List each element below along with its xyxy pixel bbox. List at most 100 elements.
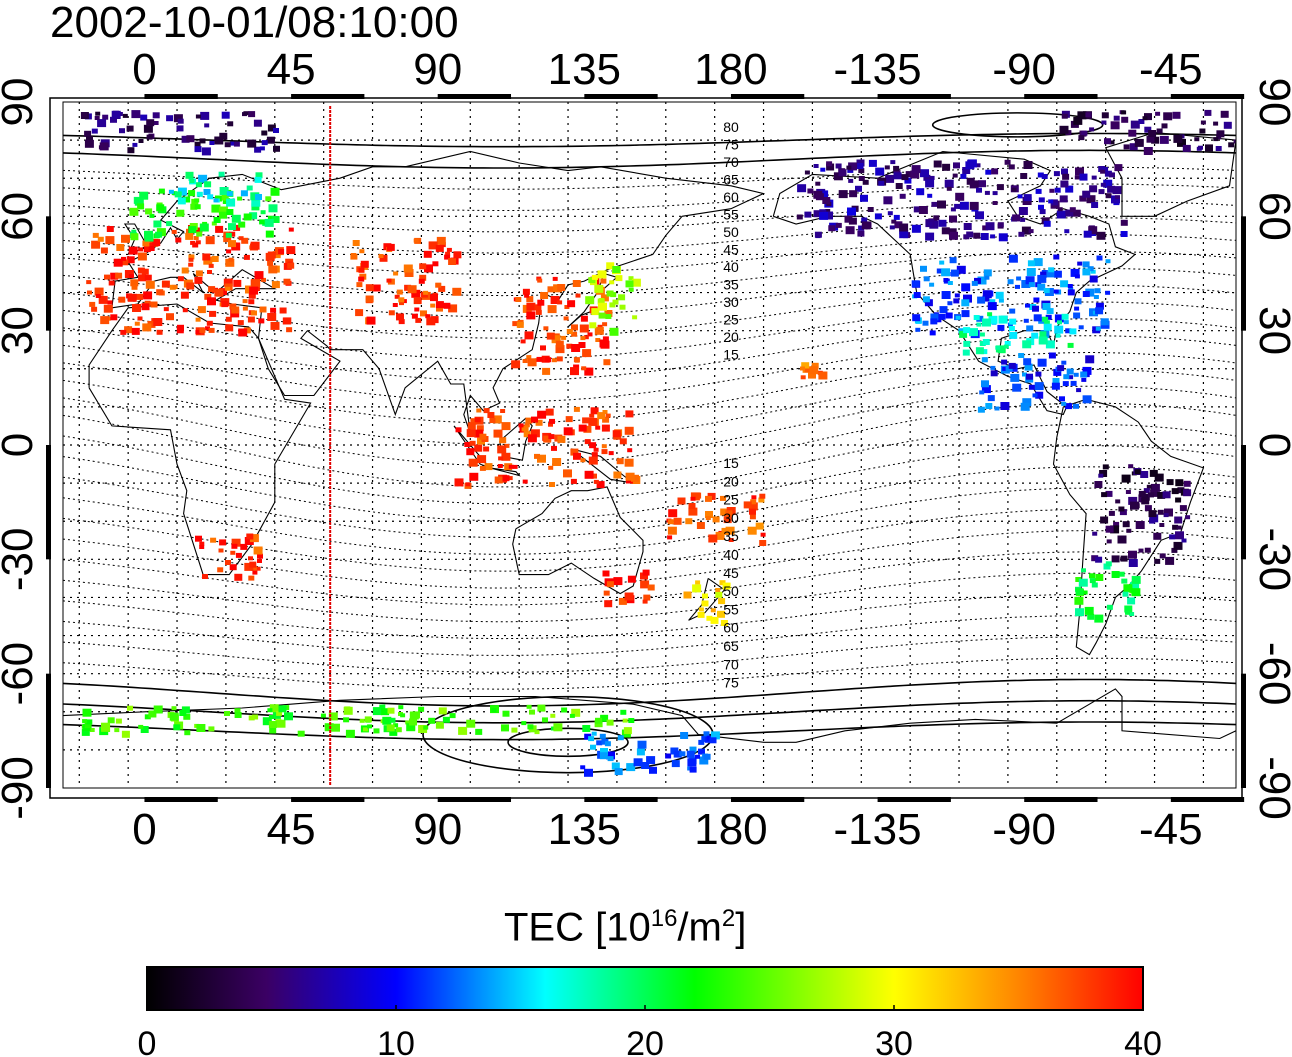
tec-cell <box>148 710 157 718</box>
right-lat-tick-label: -30 <box>1250 528 1292 592</box>
contour-label: 35 <box>723 277 739 293</box>
tec-cell <box>444 254 451 260</box>
tec-cell <box>698 749 705 755</box>
tec-cell <box>600 714 609 722</box>
tec-cell <box>189 179 195 183</box>
tec-cell <box>958 328 965 334</box>
tec-cell <box>251 310 257 316</box>
coastline <box>111 150 766 434</box>
tec-cell <box>910 170 920 179</box>
tec-cell <box>328 712 338 721</box>
tec-cell <box>643 594 651 601</box>
tec-cell <box>606 719 614 726</box>
tec-cell <box>218 206 228 215</box>
tec-cell <box>286 246 296 255</box>
contour-line <box>63 699 1236 724</box>
tec-cell <box>591 274 598 280</box>
tec-cell <box>192 242 199 248</box>
tec-cell <box>933 215 940 221</box>
tec-cell <box>582 349 592 358</box>
tec-cell <box>987 395 995 402</box>
contour-label: 45 <box>723 565 739 581</box>
top-lon-tick-label: 45 <box>267 45 316 94</box>
tec-cell <box>922 320 929 326</box>
tec-cell <box>1038 197 1045 203</box>
tec-cell <box>991 168 999 175</box>
tec-cell <box>237 196 243 201</box>
tec-cell <box>140 726 149 733</box>
tec-cell <box>276 710 283 716</box>
tec-cell <box>395 727 402 733</box>
tec-cell <box>804 211 812 218</box>
tec-cell <box>373 728 380 734</box>
tec-cell <box>1134 138 1144 147</box>
tec-cell <box>947 301 953 306</box>
frame-segment <box>291 94 365 99</box>
tec-cell <box>1027 260 1035 267</box>
tec-cell <box>84 722 92 729</box>
tec-cell <box>1089 573 1095 579</box>
tec-cell <box>1057 207 1063 212</box>
tec-cell <box>470 418 477 424</box>
tec-cell <box>1228 142 1235 148</box>
tec-cell <box>409 718 417 726</box>
timestamp-title: 2002-10-01/08:10:00 <box>50 0 459 47</box>
tec-cell <box>208 726 215 732</box>
tec-cell <box>1104 138 1111 145</box>
tec-cell <box>449 713 456 719</box>
tec-cell <box>561 335 567 340</box>
tec-cell <box>977 406 985 413</box>
tec-cell <box>1046 270 1055 278</box>
tec-cell <box>572 280 581 287</box>
tec-cell <box>110 116 117 123</box>
tec-cell <box>195 317 201 322</box>
tec-cell <box>95 294 101 298</box>
tec-cell <box>930 313 939 321</box>
tec-cell <box>534 304 542 311</box>
tec-cell <box>278 705 287 713</box>
tec-cell <box>1171 488 1179 495</box>
tec-cell <box>365 295 374 303</box>
tec-cell <box>1031 332 1039 339</box>
tec-cell <box>248 715 255 721</box>
tec-cell <box>589 442 597 449</box>
tec-cell <box>941 227 950 235</box>
tec-cell <box>874 213 882 220</box>
tec-cell <box>386 724 395 732</box>
tec-cell <box>466 429 476 438</box>
tec-cell <box>715 588 721 592</box>
tec-cell <box>205 236 215 245</box>
tec-cell <box>1096 231 1106 240</box>
tec-cell <box>1149 514 1159 523</box>
tec-cell <box>224 711 230 716</box>
tec-cell <box>984 275 990 280</box>
tec-cell <box>1022 398 1032 407</box>
tec-cell <box>537 454 546 463</box>
tec-cell <box>355 309 364 317</box>
tec-cell <box>1062 173 1070 180</box>
tec-cell <box>973 315 980 320</box>
tec-cell <box>1085 112 1092 118</box>
tec-cell <box>243 111 249 116</box>
coastline <box>512 486 644 595</box>
tec-cell <box>595 717 602 724</box>
tec-cell <box>1045 314 1052 320</box>
tec-cell <box>1059 195 1068 203</box>
tec-cell <box>398 319 405 325</box>
contour-line <box>63 234 1236 275</box>
tec-cell <box>988 315 998 324</box>
tec-cell <box>89 301 96 307</box>
tec-cell <box>976 187 982 193</box>
tec-cell <box>396 289 403 295</box>
tec-cell <box>804 170 810 175</box>
tec-cell <box>201 147 211 156</box>
contour-label: 35 <box>723 528 739 544</box>
tec-cell <box>1104 170 1112 177</box>
contour-label: 15 <box>723 347 739 363</box>
tec-cell <box>193 236 199 240</box>
tec-cell <box>890 160 896 165</box>
colorbar-title-unit-exponent: 2 <box>721 905 736 932</box>
tec-cell <box>86 719 93 725</box>
tec-cell <box>1053 368 1062 376</box>
tec-cell <box>977 276 987 285</box>
